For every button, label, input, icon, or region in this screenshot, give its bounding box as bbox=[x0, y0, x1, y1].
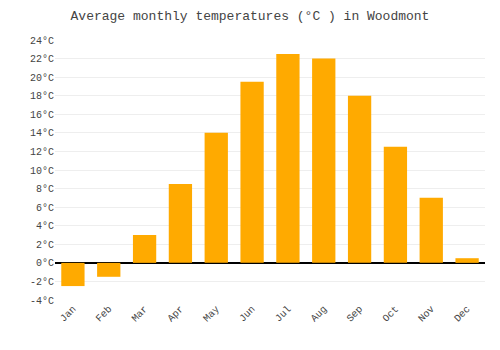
svg-text:-2°C: -2°C bbox=[30, 277, 54, 288]
svg-text:22°C: 22°C bbox=[30, 54, 54, 65]
svg-text:16°C: 16°C bbox=[30, 110, 54, 121]
svg-text:Jul: Jul bbox=[273, 304, 294, 325]
svg-text:0°C: 0°C bbox=[36, 258, 54, 269]
svg-text:Oct: Oct bbox=[381, 304, 402, 325]
svg-text:-4°C: -4°C bbox=[30, 296, 54, 307]
svg-text:Feb: Feb bbox=[94, 304, 115, 325]
svg-text:8°C: 8°C bbox=[36, 184, 54, 195]
svg-text:24°C: 24°C bbox=[30, 36, 54, 47]
svg-text:Aug: Aug bbox=[309, 304, 330, 325]
svg-text:Apr: Apr bbox=[166, 304, 187, 325]
svg-text:Sep: Sep bbox=[345, 304, 366, 325]
svg-text:6°C: 6°C bbox=[36, 203, 54, 214]
svg-text:14°C: 14°C bbox=[30, 128, 54, 139]
svg-text:4°C: 4°C bbox=[36, 221, 54, 232]
svg-text:20°C: 20°C bbox=[30, 73, 54, 84]
svg-text:2°C: 2°C bbox=[36, 240, 54, 251]
svg-text:May: May bbox=[201, 304, 222, 325]
svg-text:Jun: Jun bbox=[237, 304, 258, 325]
svg-text:12°C: 12°C bbox=[30, 147, 54, 158]
svg-text:Average monthly temperatures (: Average monthly temperatures (°C ) in Wo… bbox=[71, 9, 430, 24]
svg-text:10°C: 10°C bbox=[30, 166, 54, 177]
svg-text:Jan: Jan bbox=[58, 304, 79, 325]
svg-text:Dec: Dec bbox=[452, 304, 473, 325]
svg-text:Mar: Mar bbox=[130, 304, 151, 325]
svg-text:Nov: Nov bbox=[416, 304, 437, 325]
svg-text:18°C: 18°C bbox=[30, 91, 54, 102]
